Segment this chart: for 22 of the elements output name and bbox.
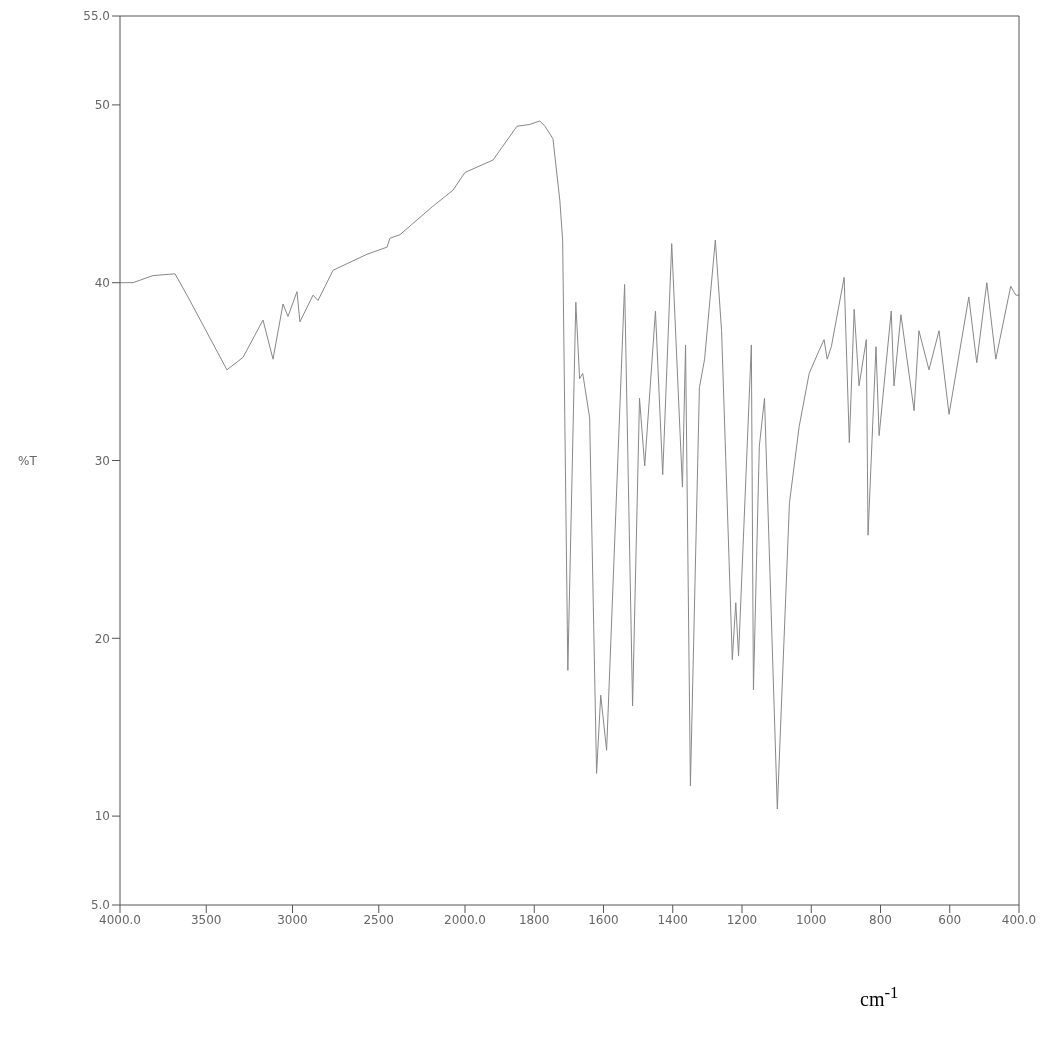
y-axis-title: %T (18, 453, 38, 468)
x-tick-label: 1200 (726, 912, 758, 927)
y-tick-label: 5.0 (90, 898, 110, 913)
x-tick-label: 3000 (277, 912, 308, 927)
y-tick-label: 30 (94, 453, 110, 468)
y-tick-label: 10 (94, 809, 110, 824)
y-tick-label: 40 (94, 275, 110, 290)
x-tick-label: 800 (869, 912, 892, 927)
x-tick-label: 400.0 (1001, 912, 1037, 927)
x-tick-label: 1000 (795, 912, 827, 927)
y-tick-label: 20 (94, 631, 110, 646)
x-tick-label: 2000.0 (444, 912, 486, 927)
x-tick-label: 2500 (363, 912, 395, 927)
x-axis-title: cm$^{-1}$ (860, 983, 899, 1011)
x-tick-label: 1800 (518, 912, 550, 927)
x-tick-label: 1600 (588, 912, 619, 927)
x-tick-label: 3500 (190, 912, 222, 927)
y-tick-label: 50 (94, 98, 110, 113)
x-tick-label: 600 (938, 912, 962, 927)
x-tick-label: 4000.0 (99, 912, 141, 927)
x-tick-label: 1400 (657, 912, 689, 927)
y-tick-label: 55.0 (83, 9, 110, 24)
